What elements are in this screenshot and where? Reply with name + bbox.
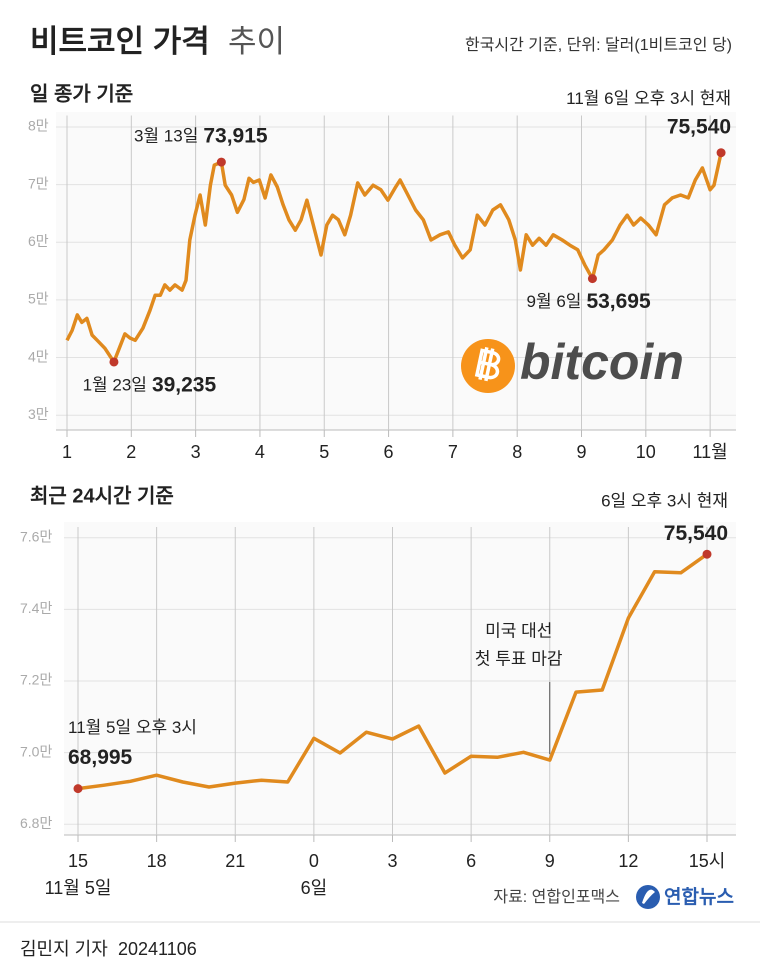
- x-sublabel: 6일: [301, 878, 328, 898]
- annotation-date: 11월 5일 오후 3시: [68, 718, 197, 737]
- x-sublabel: 11월 5일: [45, 878, 112, 898]
- y-tick-label: 8만: [28, 118, 49, 134]
- annotation-date: 1월 23일: [83, 375, 147, 394]
- x-tick-label: 21: [225, 851, 245, 871]
- highlight-dot: [109, 357, 119, 367]
- y-tick-label: 6만: [28, 233, 49, 249]
- x-tick-label: 8: [512, 442, 522, 462]
- annotation-date: 3월 13일: [134, 127, 198, 146]
- annotation-date: 6일 오후 3시 현재: [601, 492, 728, 511]
- title: 비트코인 가격: [30, 24, 210, 59]
- bitcoin-icon-symbol: [474, 346, 501, 382]
- plot-background: [56, 112, 736, 430]
- y-tick-label: 6.8만: [20, 815, 52, 831]
- annotation-date: 9월 6일: [527, 292, 582, 311]
- y-tick-label: 4만: [28, 348, 49, 364]
- annotation-value: 68,995: [68, 746, 133, 769]
- x-tick-label: 15: [68, 851, 88, 871]
- y-tick-label: 5만: [28, 291, 49, 307]
- unit-note: 한국시간 기준, 단위: 달러(1비트코인 당): [465, 36, 732, 54]
- date: 20241106: [118, 939, 197, 959]
- x-tick-label: 18: [147, 851, 167, 871]
- plot-background: [64, 522, 736, 835]
- x-tick-label: 12: [618, 851, 638, 871]
- price-line: [65, 152, 723, 364]
- annotation-value: 53,695: [586, 290, 651, 313]
- x-tick-label: 1: [62, 442, 72, 462]
- source: 자료: 연합인포맥스: [493, 888, 620, 906]
- chart-subtitle: 일 종가 기준: [30, 82, 133, 105]
- x-tick-label: 15시: [689, 851, 726, 871]
- source-area: 자료: 연합인포맥스 연합뉴스: [493, 885, 734, 909]
- byline: 김민지 기자: [20, 939, 108, 959]
- highlight-dot: [216, 157, 226, 167]
- hourly-chart: 최근 24시간 기준 6.8만 7.0만 7.2만 7.4만 7.6만 15 18 21 0 3 6 9…: [20, 484, 736, 898]
- x-tick-label: 0: [309, 851, 319, 871]
- x-tick-label: 11월: [693, 442, 728, 462]
- event-label: 미국 대선: [485, 621, 552, 640]
- highlight-dot: [716, 148, 726, 158]
- y-tick-label: 7.0만: [20, 743, 52, 759]
- x-tick-label: 6: [466, 851, 476, 871]
- y-tick-label: 3만: [28, 406, 49, 422]
- title-light: 추이: [228, 24, 285, 59]
- x-tick-label: 9: [545, 851, 555, 871]
- y-tick-label: 7.6만: [20, 528, 52, 544]
- highlight-dot: [587, 274, 597, 284]
- x-tick-label: 9: [577, 442, 587, 462]
- x-tick-label: 3: [387, 851, 397, 871]
- annotation-value: 39,235: [152, 374, 217, 397]
- chart-subtitle: 최근 24시간 기준: [30, 484, 174, 507]
- agency-name: 연합뉴스: [664, 886, 734, 908]
- highlight-dot: [702, 549, 712, 559]
- price-line: [77, 552, 709, 791]
- x-tick-label: 5: [319, 442, 329, 462]
- bitcoin-wordmark: bitcoin: [520, 334, 684, 390]
- x-tick-label: 6: [384, 442, 394, 462]
- y-tick-label: 7.2만: [20, 672, 52, 688]
- highlight-dot: [73, 784, 83, 794]
- y-tick-label: 7만: [28, 175, 49, 191]
- agency-icon-detail: [642, 889, 655, 904]
- x-tick-label: 2: [126, 442, 136, 462]
- annotation-date: 11월 6일 오후 3시 현재: [566, 89, 731, 108]
- x-tick-label: 7: [448, 442, 458, 462]
- annotation-value: 73,915: [203, 125, 268, 148]
- x-tick-label: 4: [255, 442, 265, 462]
- annotation-value: 75,540: [664, 522, 728, 545]
- x-tick-label: 10: [636, 442, 656, 462]
- daily-chart: 일 종가 기준 3만 4만 5만 6만 7만 8만 1 2 3 4 5 6 7 8 9 10 11월 1월 23일 3…: [28, 82, 736, 462]
- x-tick-label: 3: [191, 442, 201, 462]
- y-tick-label: 7.4만: [20, 600, 52, 616]
- event-label: 첫 투표 마감: [475, 649, 563, 668]
- annotation-value: 75,540: [667, 115, 731, 138]
